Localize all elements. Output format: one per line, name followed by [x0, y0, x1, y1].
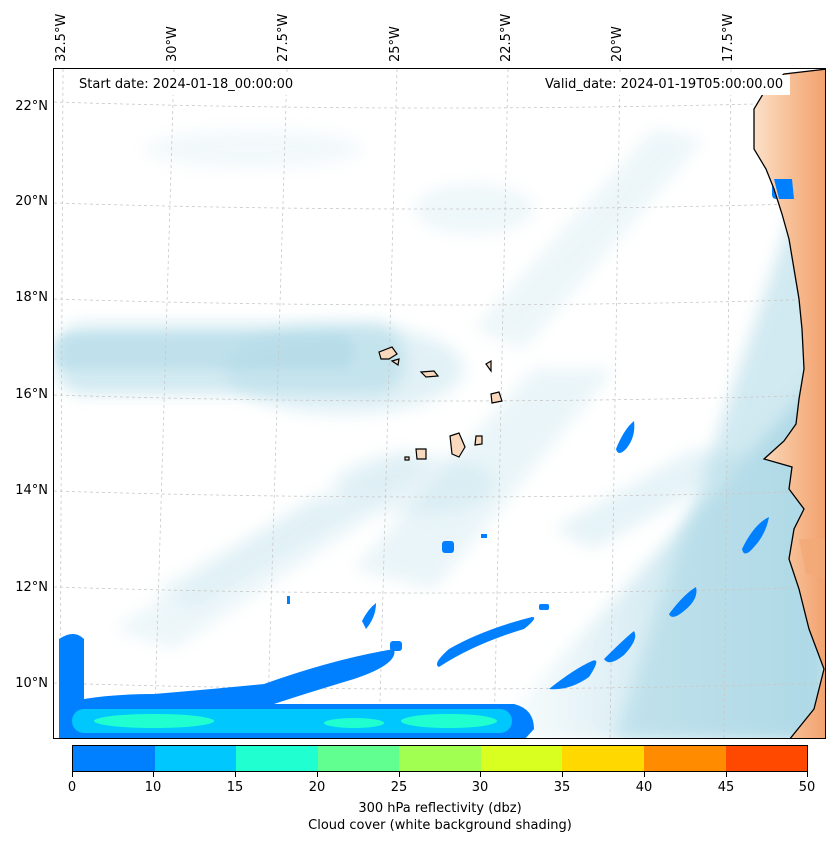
cloud-cover-shading	[54, 69, 825, 738]
colorbar-tick	[235, 772, 236, 777]
colorbar-segment	[73, 746, 155, 771]
lat-tick: 12°N	[15, 580, 48, 595]
lon-tick: 17.5°W	[721, 13, 736, 62]
colorbar-tick	[807, 772, 808, 777]
colorbar-segment	[725, 746, 808, 771]
colorbar-tick-label: 20	[308, 780, 326, 795]
colorbar-segment	[236, 746, 318, 771]
start-date-label: Start date: 2024-01-18_00:00:00	[72, 75, 301, 95]
colorbar-segment	[480, 746, 563, 771]
map-panel[interactable]	[53, 68, 826, 739]
lat-tick: 10°N	[15, 676, 48, 691]
colorbar-tick-label: 15	[226, 780, 244, 795]
colorbar-tick	[317, 772, 318, 777]
colorbar-title: 300 hPa reflectivity (dbz)	[358, 801, 522, 816]
lon-tick: 20°W	[610, 26, 625, 62]
lon-tick: 22.5°W	[499, 13, 514, 62]
colorbar-tick-label: 25	[390, 780, 408, 795]
reflectivity-colorbar	[72, 745, 808, 772]
colorbar-tick-label: 40	[635, 780, 653, 795]
cape-verde-islands	[378, 346, 503, 461]
colorbar-segment	[562, 746, 644, 771]
lat-tick: 18°N	[15, 290, 48, 305]
colorbar-tick	[399, 772, 400, 777]
colorbar-tick-label: 35	[553, 780, 571, 795]
lon-tick: 32.5°W	[54, 13, 69, 62]
colorbar-segment	[643, 746, 726, 771]
colorbar-segment	[154, 746, 237, 771]
colorbar-tick	[480, 772, 481, 777]
colorbar-tick	[726, 772, 727, 777]
lat-tick: 22°N	[15, 99, 48, 114]
colorbar-segment	[399, 746, 481, 771]
colorbar-tick	[562, 772, 563, 777]
colorbar-tick	[153, 772, 154, 777]
lon-tick: 30°W	[165, 26, 180, 62]
lon-tick: 27.5°W	[276, 13, 291, 62]
map-canvas	[54, 69, 825, 738]
colorbar-tick-label: 45	[717, 780, 735, 795]
lat-tick: 20°N	[15, 194, 48, 209]
lon-tick: 25°W	[388, 26, 403, 62]
colorbar-tick-label: 0	[67, 780, 77, 795]
valid-date-label: Valid_date: 2024-01-19T05:00:00.00	[538, 75, 791, 95]
colorbar-tick-label: 10	[144, 780, 162, 795]
colorbar-segment	[317, 746, 400, 771]
colorbar-tick	[644, 772, 645, 777]
colorbar-tick-label: 30	[471, 780, 489, 795]
colorbar-tick-label: 50	[798, 780, 816, 795]
colorbar-subtitle: Cloud cover (white background shading)	[308, 818, 572, 833]
lat-tick: 14°N	[15, 483, 48, 498]
african-coast	[753, 69, 825, 738]
colorbar-tick	[72, 772, 73, 777]
lat-tick: 16°N	[15, 387, 48, 402]
